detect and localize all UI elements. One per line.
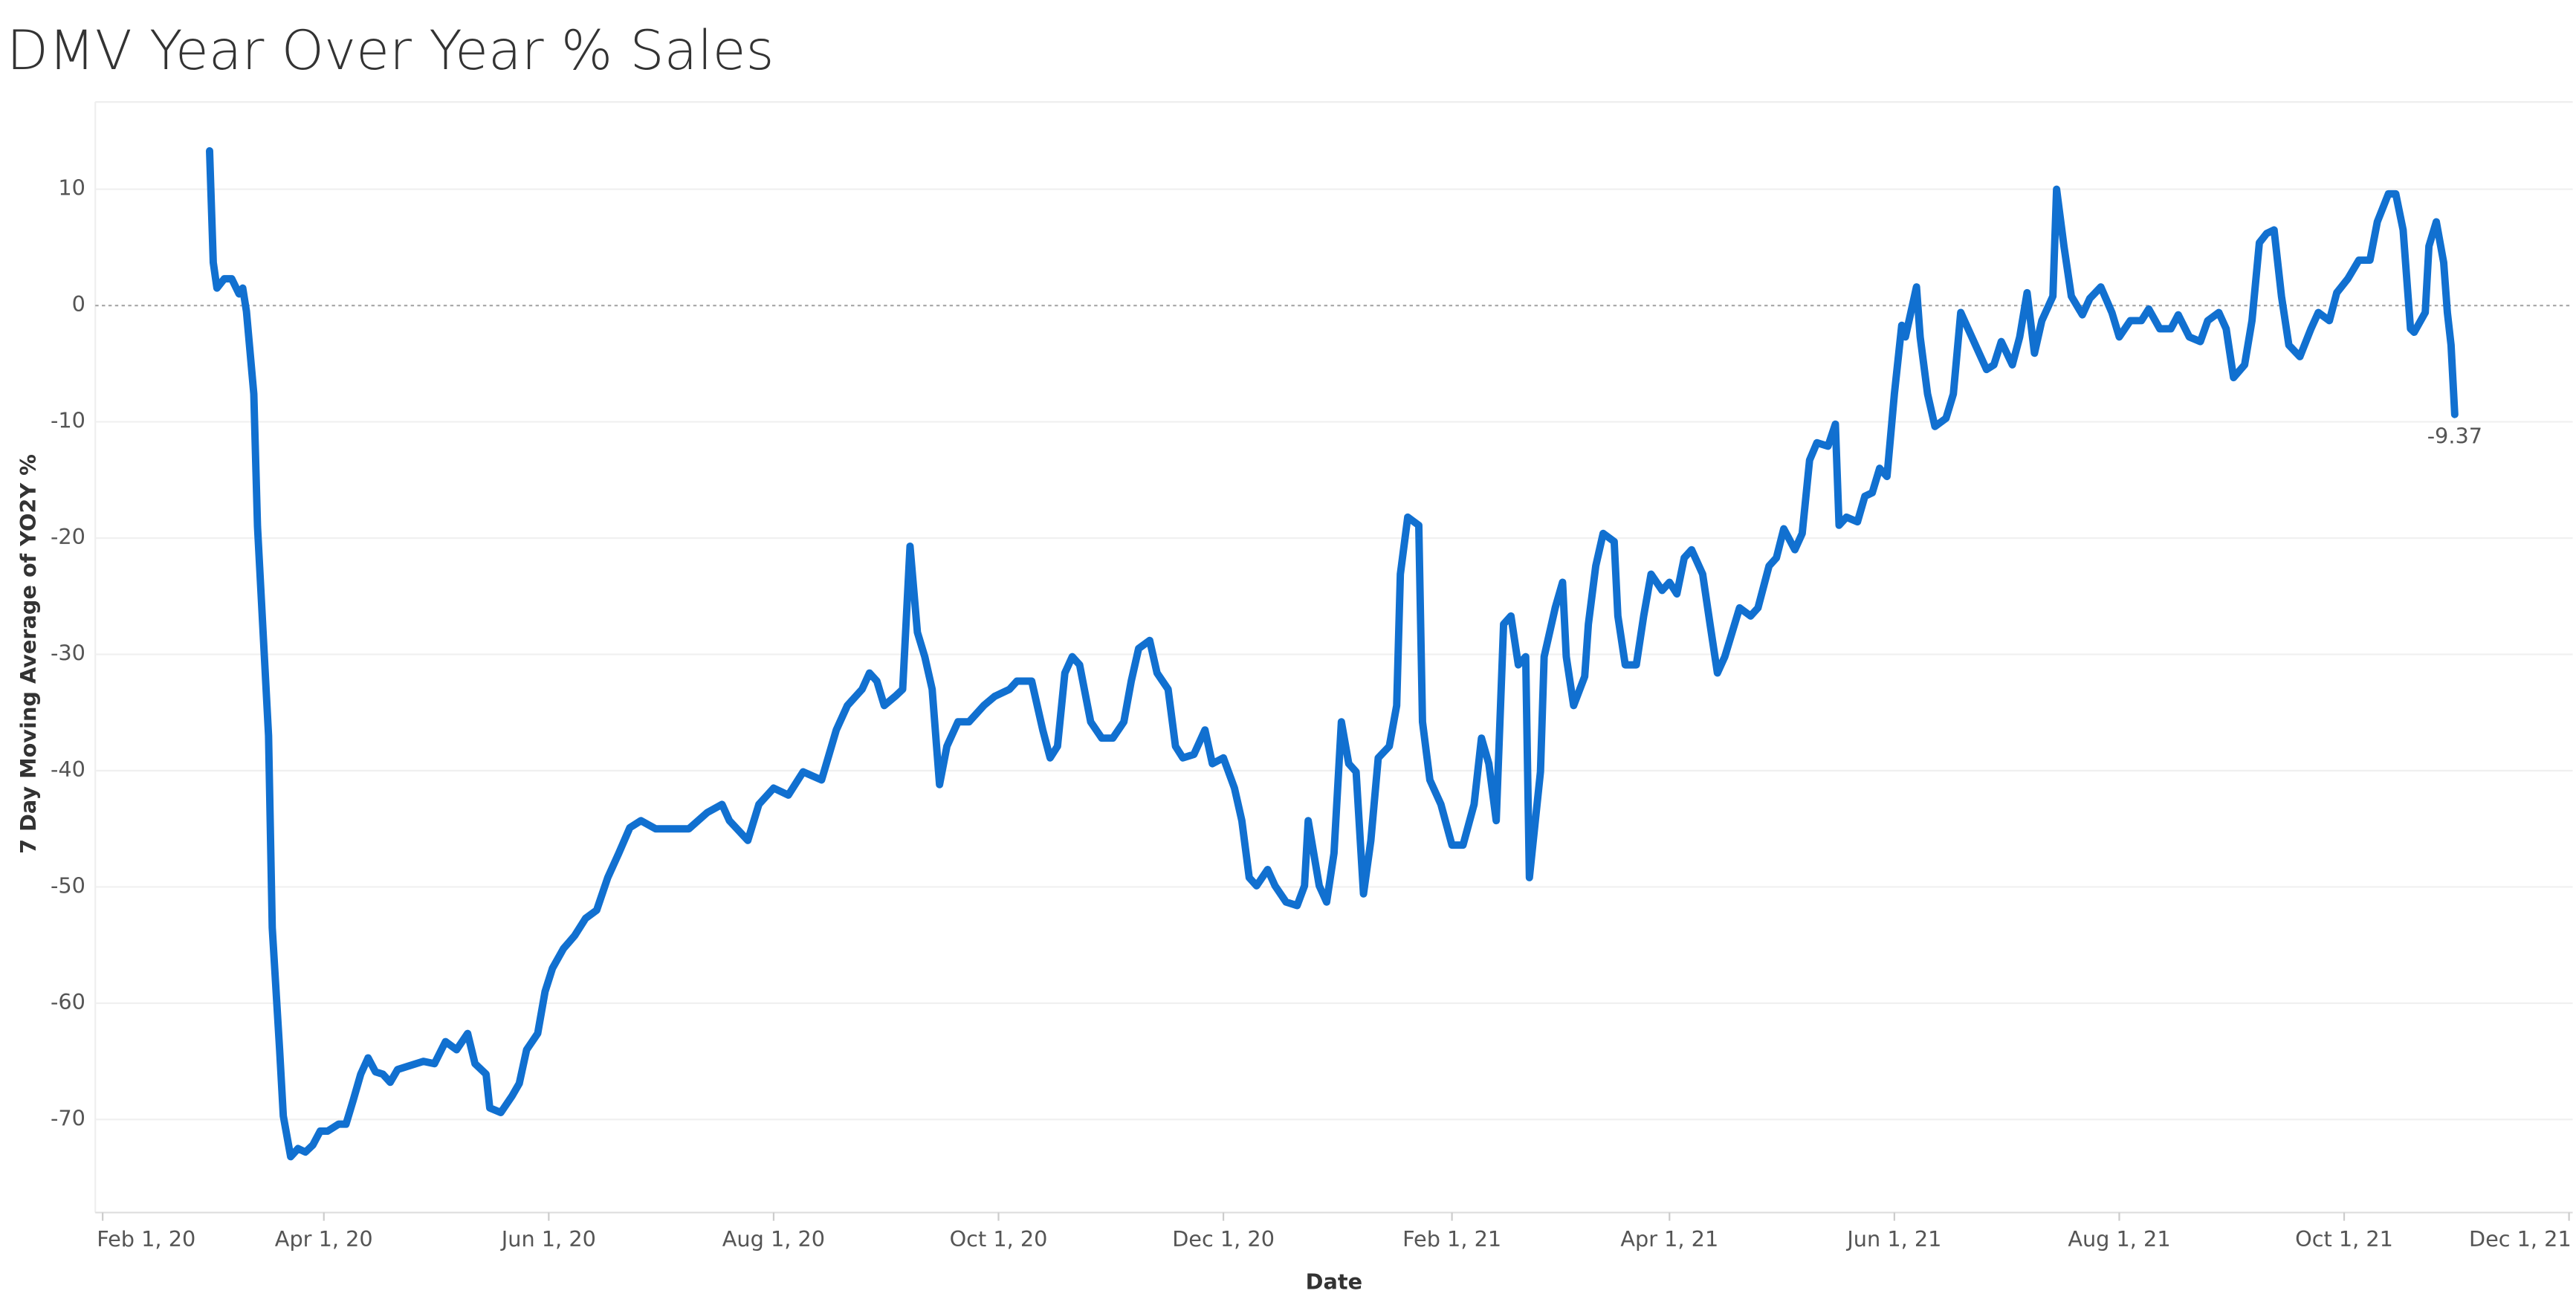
- x-tick-label: Apr 1, 21: [1620, 1226, 1718, 1252]
- x-tick-label: Jun 1, 21: [1845, 1226, 1941, 1252]
- y-tick-label: -70: [51, 1105, 85, 1130]
- x-tick-label: Dec 1, 21: [2469, 1226, 2572, 1252]
- x-tick-label: Feb 1, 20: [97, 1226, 195, 1252]
- x-tick-label: Oct 1, 21: [2295, 1226, 2393, 1252]
- data-line: [206, 147, 2459, 1161]
- y-axis-title: 7 Day Moving Average of YO2Y %: [16, 454, 41, 854]
- x-tick-label: Aug 1, 21: [2068, 1226, 2170, 1252]
- end-value-label: -9.37: [2427, 424, 2482, 449]
- y-tick-label: -50: [51, 872, 85, 898]
- x-tick-label: Aug 1, 20: [722, 1226, 825, 1252]
- chart-title: DMV Year Over Year % Sales: [7, 19, 774, 82]
- y-tick-label: -40: [51, 757, 85, 782]
- x-tick-label: Feb 1, 21: [1402, 1226, 1501, 1252]
- x-tick-label: Jun 1, 20: [500, 1226, 596, 1252]
- y-tick-label: -30: [51, 641, 85, 666]
- x-axis-title: Date: [1306, 1269, 1362, 1295]
- x-tick-label: Apr 1, 20: [275, 1226, 373, 1252]
- y-tick-label: 10: [58, 175, 85, 201]
- y-tick-label: -20: [51, 524, 85, 549]
- y-tick-label: -10: [51, 408, 85, 433]
- y-tick-label: -60: [51, 989, 85, 1014]
- y-tick-label: 0: [72, 291, 85, 317]
- x-tick-label: Oct 1, 20: [950, 1226, 1048, 1252]
- x-tick-label: Dec 1, 20: [1172, 1226, 1275, 1252]
